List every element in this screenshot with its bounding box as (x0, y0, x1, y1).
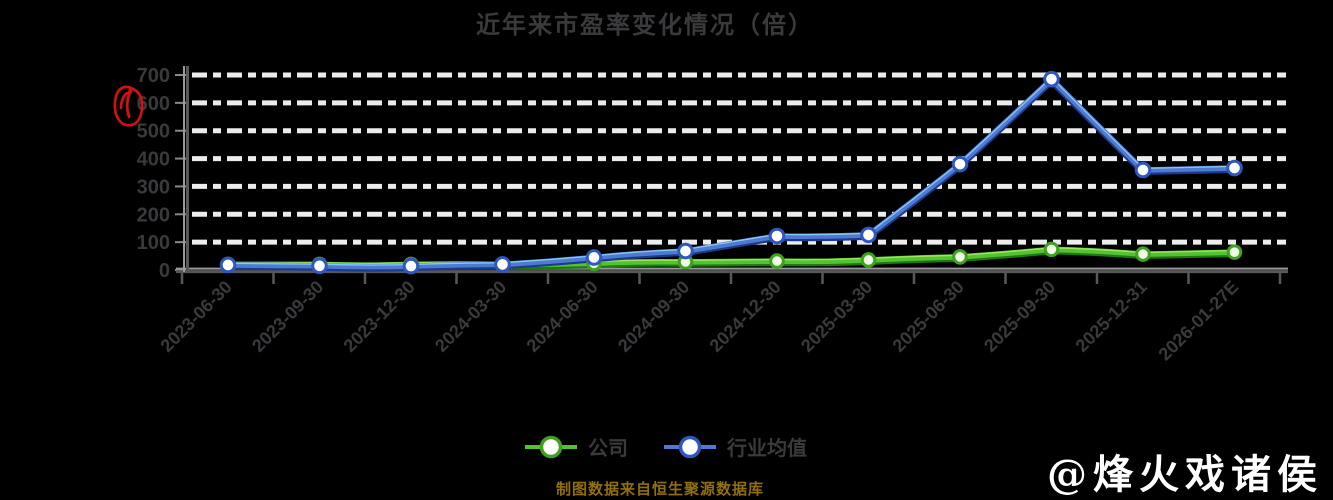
x-axis-label-2026-01-27E: 2026-01-27E (1155, 277, 1243, 365)
x-axis-label-2023-12-30: 2023-12-30 (340, 277, 419, 356)
industry-point-2024-06-30[interactable] (585, 249, 603, 266)
y-axis-label-100: 100 (137, 232, 170, 254)
x-axis-label-2024-06-30: 2024-06-30 (523, 277, 602, 356)
legend-item-industry[interactable]: 行业均值 (662, 432, 807, 461)
company-series-line-highlight (228, 247, 1235, 265)
data-source-note: 制图数据来自恒生聚源数据库 (555, 481, 764, 498)
y-axis-label-0: 0 (159, 260, 170, 282)
industry-point-2025-03-30[interactable] (860, 226, 877, 244)
industry-point-2025-12-31[interactable] (1134, 161, 1152, 179)
company-point-2025-03-30[interactable] (860, 252, 877, 268)
y-axis-label-200: 200 (137, 204, 170, 226)
industry-point-2023-06-30[interactable] (219, 256, 237, 274)
industry-series-line-highlight (227, 76, 1235, 266)
industry-point-2026-01-27E[interactable] (1226, 159, 1243, 177)
y-axis-label-500: 500 (137, 121, 170, 143)
x-axis-label-2025-06-30: 2025-06-30 (889, 277, 968, 356)
industry-point-2024-09-30[interactable] (677, 242, 694, 260)
company-point-2024-12-30[interactable] (769, 253, 785, 269)
industry-point-2024-12-30[interactable] (768, 227, 786, 245)
chart-legend: 公司 行业均值 (0, 432, 1330, 461)
x-axis-label-2023-06-30: 2023-06-30 (157, 277, 236, 356)
industry-point-2023-12-30[interactable] (402, 257, 420, 275)
industry-point-2025-09-30[interactable] (1043, 70, 1060, 88)
company-point-2025-06-30[interactable] (952, 249, 968, 265)
industry-point-2024-03-30[interactable] (494, 256, 511, 273)
legend-item-company[interactable]: 公司 (523, 432, 628, 461)
y-axis-label-600: 600 (137, 93, 170, 115)
legend-label-industry: 行业均值 (727, 438, 807, 460)
red-scribble-annotation (113, 85, 144, 127)
x-axis-label-2023-09-30: 2023-09-30 (248, 277, 327, 356)
x-axis-label-2024-09-30: 2024-09-30 (614, 277, 693, 356)
x-axis-label-2025-12-31: 2025-12-31 (1072, 277, 1151, 356)
x-axis-label-2024-03-30: 2024-03-30 (431, 277, 510, 356)
legend-label-company: 公司 (588, 438, 628, 460)
x-axis-label-2025-09-30: 2025-09-30 (980, 277, 1059, 356)
company-series-line (225, 246, 1238, 268)
y-axis-label-400: 400 (137, 149, 170, 171)
company-point-2025-12-31[interactable] (1135, 246, 1151, 262)
industry-point-2025-06-30[interactable] (951, 155, 969, 173)
x-axis-label-2024-12-30: 2024-12-30 (706, 277, 785, 356)
company-point-2026-01-27E[interactable] (1226, 244, 1243, 260)
company-series-marker-icon (525, 435, 577, 458)
industry-point-2023-09-30[interactable] (311, 257, 328, 275)
y-axis-label-700: 700 (137, 65, 170, 87)
company-point-2025-09-30[interactable] (1043, 241, 1060, 258)
industry-series-marker-icon (664, 435, 716, 458)
y-axis-label-300: 300 (137, 176, 170, 198)
watermark-signature: @烽火戏诸侯 (1041, 442, 1329, 500)
chart-title: 近年来市盈率变化情况（倍） (476, 12, 814, 39)
x-axis-label-2025-03-30: 2025-03-30 (797, 277, 876, 356)
